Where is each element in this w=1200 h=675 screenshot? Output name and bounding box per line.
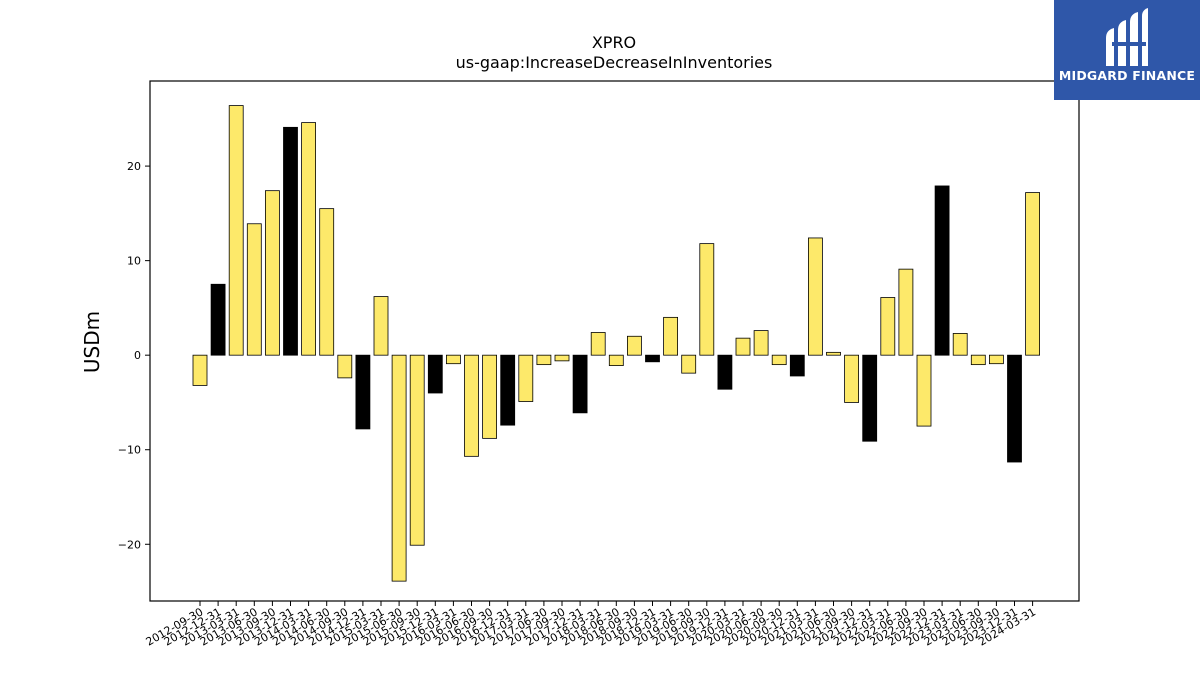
bar-2018-06-30 bbox=[608, 354, 624, 366]
chart-title-line1: XPRO bbox=[592, 33, 636, 52]
bar-2019-09-30 bbox=[699, 243, 715, 356]
bar-2015-06-30 bbox=[391, 354, 407, 582]
bar-2020-12-31 bbox=[789, 354, 805, 377]
bar-2024-03-31 bbox=[1025, 192, 1040, 356]
bar-2016-12-31 bbox=[500, 354, 516, 426]
chart-title-line2: us-gaap:IncreaseDecreaseInInventories bbox=[456, 53, 773, 72]
bar-2021-12-31 bbox=[862, 354, 878, 442]
x-ticks-group: 2012-09-302012-12-312013-03-312013-06-30… bbox=[144, 601, 1038, 649]
bar-2015-03-31 bbox=[373, 296, 389, 356]
midgard-finance-logo: MIDGARD FINANCE bbox=[1054, 0, 1200, 100]
bar-2021-06-30 bbox=[826, 351, 841, 356]
bar-2017-03-31 bbox=[518, 354, 534, 402]
bar-2023-03-31 bbox=[952, 333, 968, 356]
bar-2019-03-31 bbox=[663, 316, 678, 356]
bars-group bbox=[192, 105, 1040, 582]
bar-2018-12-31 bbox=[645, 354, 660, 363]
logo-text: MIDGARD FINANCE bbox=[1058, 68, 1196, 83]
y-tick-label: 0 bbox=[134, 349, 141, 362]
bar-2020-03-31 bbox=[735, 337, 751, 356]
bar-2015-12-31 bbox=[427, 354, 443, 394]
bar-2020-06-30 bbox=[753, 330, 769, 356]
bar-2014-03-31 bbox=[301, 122, 317, 356]
bar-2013-06-30 bbox=[246, 223, 262, 356]
y-tick-label: 10 bbox=[127, 255, 141, 268]
bar-2023-09-30 bbox=[989, 354, 1004, 365]
bar-2022-12-31 bbox=[934, 185, 950, 356]
bar-2021-03-31 bbox=[808, 237, 823, 356]
bar-2017-06-30 bbox=[536, 354, 552, 366]
bar-2022-03-31 bbox=[880, 297, 896, 356]
bar-2023-06-30 bbox=[970, 354, 986, 366]
y-axis-label: USDm bbox=[80, 311, 104, 373]
plot-frame bbox=[149, 80, 1080, 602]
bar-2014-06-30 bbox=[319, 208, 335, 356]
bar-2017-12-31 bbox=[572, 354, 588, 414]
bar-2014-09-30 bbox=[337, 354, 353, 379]
bar-2015-09-30 bbox=[409, 354, 425, 546]
bar-2020-09-30 bbox=[771, 354, 787, 366]
bar-2022-09-30 bbox=[916, 354, 932, 427]
y-tick-label: 20 bbox=[127, 160, 141, 173]
bar-2012-12-31 bbox=[210, 283, 226, 356]
bar-2012-09-30 bbox=[192, 354, 208, 386]
bar-2018-03-31 bbox=[590, 332, 606, 356]
bar-2022-06-30 bbox=[898, 268, 914, 356]
bar-2016-09-30 bbox=[482, 354, 498, 439]
bar-2019-06-30 bbox=[681, 354, 697, 374]
bar-2019-12-31 bbox=[717, 354, 733, 390]
y-ticks-group: −20 −10 0 10 20 bbox=[118, 160, 150, 551]
bar-2013-12-31 bbox=[283, 126, 298, 356]
midgard-mark-icon bbox=[1106, 8, 1148, 66]
bar-2014-12-31 bbox=[355, 354, 371, 430]
bar-2017-09-30 bbox=[554, 354, 570, 362]
y-tick-label: −20 bbox=[118, 538, 141, 551]
bar-2016-06-30 bbox=[464, 354, 479, 457]
bar-2023-12-31 bbox=[1007, 354, 1022, 463]
bar-2013-09-30 bbox=[264, 190, 280, 356]
bar-2021-09-30 bbox=[844, 354, 859, 403]
bar-2016-03-31 bbox=[445, 354, 461, 365]
bar-2013-03-31 bbox=[228, 105, 244, 356]
bar-2018-09-30 bbox=[627, 335, 642, 356]
y-tick-label: −10 bbox=[118, 444, 141, 457]
